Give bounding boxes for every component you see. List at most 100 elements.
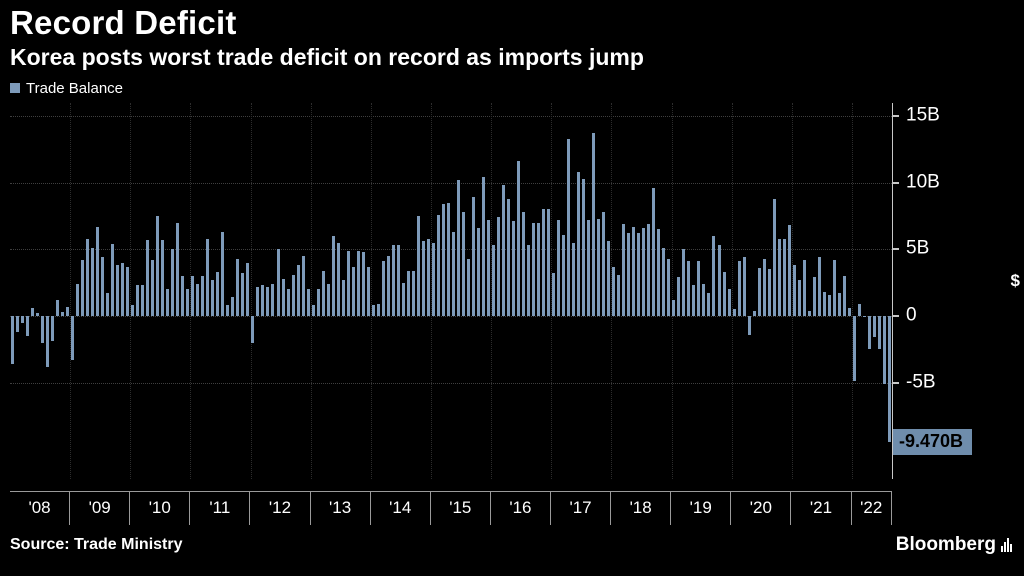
x-axis-label: '19 [689,498,712,518]
gridline-v [130,102,132,479]
bar [592,133,596,316]
bar [246,262,250,316]
bar [557,219,561,316]
bar [81,259,85,316]
bar [852,315,856,382]
bar [562,234,566,316]
x-axis-year-cell: '09 [69,491,129,525]
bar [296,265,300,316]
bar [647,223,651,316]
gridline-v [731,102,733,479]
bar [196,283,200,316]
bar [532,222,536,316]
bar [421,241,425,316]
bar [276,249,280,316]
bar [261,285,265,316]
bar [727,289,731,316]
x-axis-year-cell: '13 [309,491,370,525]
bloomberg-wordmark: Bloomberg [895,533,996,555]
deficit-value-label: -9.470B [893,429,973,456]
bar [15,315,19,332]
bar [25,315,29,336]
bar [882,315,886,384]
bar [356,250,360,316]
x-axis-label: '22 [860,498,883,518]
bar [497,217,500,316]
bar [61,311,65,316]
y-axis-tick [893,181,899,184]
gridline-h [10,249,892,251]
bar [416,215,420,316]
bar [30,307,34,316]
bar [431,242,435,316]
bar [316,289,320,316]
x-axis-year-cell: '20 [730,491,790,525]
bar [436,214,440,316]
bar [617,274,621,316]
bar [732,309,736,316]
bar [146,239,150,316]
bar [10,315,14,364]
bar [166,289,170,316]
gridline-v [310,102,312,479]
bar [792,265,796,316]
x-axis-year-cell: '17 [549,491,610,525]
bar [687,261,691,316]
bar [386,255,390,316]
bar [872,315,876,338]
bar [221,231,225,316]
y-axis-label: -5B [906,371,936,393]
x-axis: '08 '09 '10 '11 '12 '13 '14 '15 '16 '17 '18 '19 '20 '… [10,490,892,525]
bar [767,269,771,316]
bar [777,238,781,316]
bar [481,177,485,316]
bar [797,279,801,316]
gridline-v [70,102,72,479]
bar [877,315,881,350]
bar [582,178,586,316]
bar [131,305,135,316]
chart-area: 15B 10B 5B 0 -5B -9.470B '08 '09 '10 '11 '12 '13 '1… [10,102,1024,525]
bar [466,258,470,316]
gridline-h [10,182,892,184]
bar [376,303,380,316]
bar [577,171,581,316]
gridline-v [250,102,252,479]
bar [381,261,385,316]
y-axis-tick [893,314,899,317]
bar [236,258,240,316]
bar [486,219,490,316]
bar [632,226,636,316]
bar [672,299,676,316]
bar [331,235,335,316]
bar [321,270,325,316]
bar [266,286,270,316]
source-note: Source: Trade Ministry [10,535,183,553]
bar [291,274,295,316]
y-axis-label: 0 [906,304,917,326]
x-axis-label: '11 [209,498,231,518]
bar [667,258,671,316]
bar [697,261,701,316]
bar [401,282,405,316]
x-axis-year-cell: '15 [429,491,490,525]
bar [116,265,120,316]
bar [787,225,791,316]
x-axis-year-cell: '12 [249,491,309,525]
bar [547,209,551,316]
bar [326,283,330,316]
bar [642,227,646,316]
bar [537,222,541,316]
gridline-h [10,382,892,384]
y-axis-label: 10B [906,171,940,193]
x-axis-label: '20 [749,498,772,518]
bar [692,285,696,316]
gridline-v [611,102,613,479]
bar [301,255,305,316]
gridline-v [851,102,853,479]
x-axis-year-cell: '16 [489,491,550,525]
x-axis-year-cell: '14 [369,491,430,525]
gridline-v [370,102,372,479]
bar [652,187,656,316]
bar [451,231,455,316]
